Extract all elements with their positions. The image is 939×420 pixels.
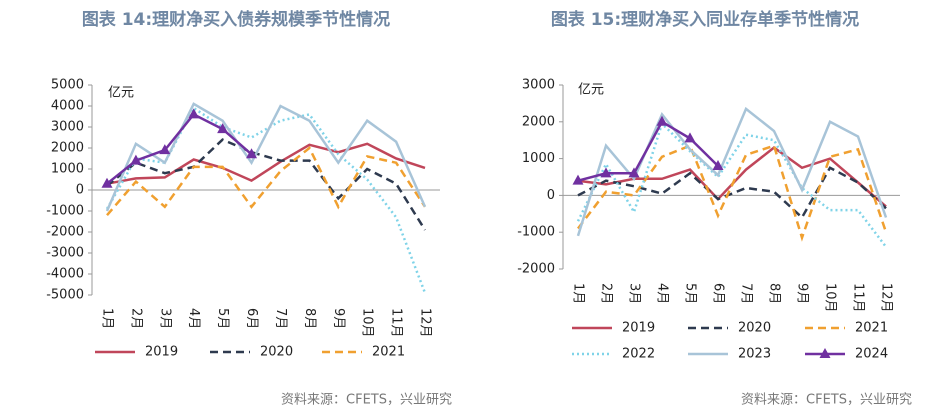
series-line xyxy=(106,146,427,217)
y-tick-label: -2000 xyxy=(46,225,84,240)
series-line xyxy=(106,142,426,185)
y-tick-label: -3000 xyxy=(46,246,84,261)
y-tick-label: 1000 xyxy=(51,162,84,177)
y-tick-label: 0 xyxy=(76,183,84,198)
marker xyxy=(600,167,612,178)
legend-label: 2020 xyxy=(260,345,293,360)
y-tick-label: 3000 xyxy=(522,78,555,93)
marker xyxy=(217,123,229,134)
y-tick-label: 5000 xyxy=(51,78,84,93)
unit-label: 亿元 xyxy=(108,86,134,101)
source-note: 资料来源：CFETS，兴业研究 xyxy=(281,393,452,408)
x-tick-label: 11月 xyxy=(851,283,866,313)
x-tick-label: 4月 xyxy=(655,283,670,304)
y-tick-label: 4000 xyxy=(51,99,84,114)
x-tick-label: 10月 xyxy=(360,308,375,338)
series-line xyxy=(577,120,719,182)
y-tick-label: -1000 xyxy=(517,225,555,240)
x-tick-label: 1月 xyxy=(571,283,586,304)
unit-label: 亿元 xyxy=(578,83,604,98)
y-tick-label: 0 xyxy=(547,188,555,203)
source-note: 资料来源：CFETS，兴业研究 xyxy=(741,393,912,408)
x-tick-label: 4月 xyxy=(186,308,201,329)
marker xyxy=(656,115,668,126)
legend-label: 2024 xyxy=(855,347,888,362)
x-tick-label: 3月 xyxy=(627,283,642,304)
x-tick-label: 2月 xyxy=(128,308,143,329)
legend-label: 2021 xyxy=(855,321,888,336)
marker xyxy=(101,177,113,188)
chart-title: 图表 14:理财净买入债券规模季节性情况 xyxy=(82,9,390,30)
marker xyxy=(159,144,171,155)
x-tick-label: 8月 xyxy=(767,283,782,304)
series-line xyxy=(105,106,427,294)
x-tick-label: 3月 xyxy=(157,308,172,329)
y-tick-label: -1000 xyxy=(46,204,84,219)
marker xyxy=(684,132,696,143)
x-tick-label: 2月 xyxy=(599,283,614,304)
legend-label: 2020 xyxy=(738,321,771,336)
y-tick-label: 2000 xyxy=(522,114,555,129)
legend-label: 2021 xyxy=(372,345,405,360)
series-line xyxy=(105,102,427,212)
chart-title: 图表 15:理财净买入同业存单季节性情况 xyxy=(551,9,859,30)
marker xyxy=(188,108,200,119)
x-tick-label: 9月 xyxy=(331,308,346,329)
x-tick-label: 12月 xyxy=(418,308,433,338)
y-tick-label: 1000 xyxy=(522,151,555,166)
series-line xyxy=(577,166,887,220)
x-tick-label: 12月 xyxy=(879,283,894,313)
x-tick-label: 6月 xyxy=(711,283,726,304)
marker xyxy=(572,174,584,185)
y-tick-label: -5000 xyxy=(46,288,84,303)
marker xyxy=(246,148,258,159)
x-tick-label: 10月 xyxy=(823,283,838,313)
legend-label: 2019 xyxy=(622,321,655,336)
y-tick-label: -2000 xyxy=(517,262,555,277)
x-tick-label: 7月 xyxy=(273,308,288,329)
series-line xyxy=(577,144,888,242)
y-tick-label: -4000 xyxy=(46,267,84,282)
x-tick-label: 9月 xyxy=(795,283,810,304)
legend-label: 2023 xyxy=(738,347,771,362)
legend-label: 2019 xyxy=(145,345,178,360)
x-tick-label: 1月 xyxy=(100,308,115,329)
x-tick-label: 8月 xyxy=(302,308,317,329)
legend-label: 2022 xyxy=(622,347,655,362)
y-tick-label: 2000 xyxy=(51,141,84,156)
x-tick-label: 11月 xyxy=(389,308,404,338)
marker xyxy=(130,154,142,165)
marker xyxy=(712,159,724,170)
marker xyxy=(628,167,640,178)
y-tick-label: 3000 xyxy=(51,120,84,135)
x-tick-label: 5月 xyxy=(683,283,698,304)
x-tick-label: 5月 xyxy=(215,308,230,329)
series-line xyxy=(106,138,427,231)
legend-marker xyxy=(819,348,831,358)
x-tick-label: 7月 xyxy=(739,283,754,304)
x-tick-label: 6月 xyxy=(244,308,259,329)
